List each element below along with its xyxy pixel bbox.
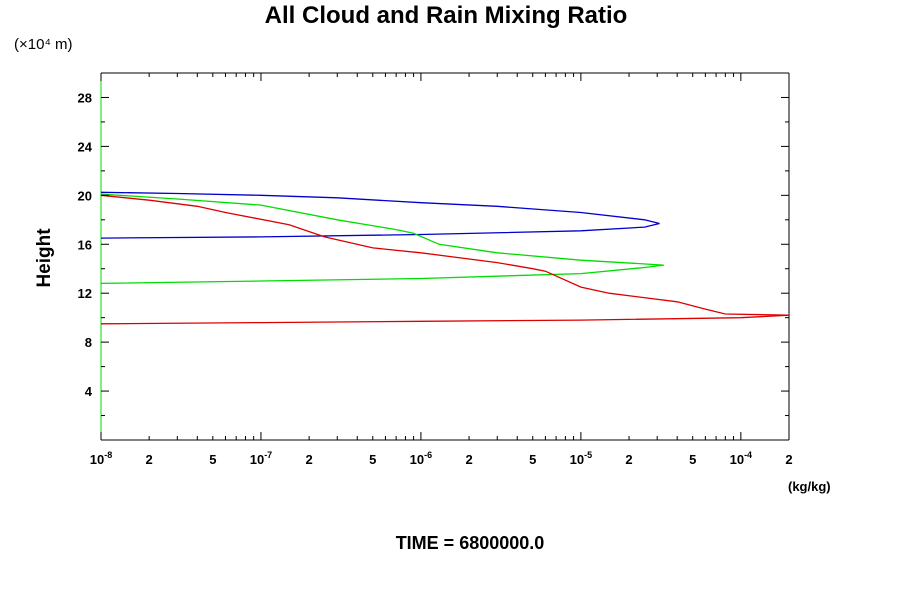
x-tick-label: 5 (369, 452, 376, 467)
x-axis-ticks: 10-8 2 5 10-7 2 5 10-6 2 5 10-5 2 5 10-4 2 (90, 73, 793, 467)
y-tick-label: 12 (78, 286, 92, 301)
y-tick-label: 24 (78, 139, 93, 154)
series-line-1 (100, 191, 660, 239)
footer-time: TIME = 6800000.0 (396, 533, 545, 553)
x-tick-label: 10-8 (90, 450, 112, 467)
x-tick-label: 5 (689, 452, 696, 467)
x-tick-label: 5 (209, 452, 216, 467)
y-tick-label: 20 (78, 188, 92, 203)
x-tick-label: 2 (305, 452, 312, 467)
x-tick-label: 10-7 (250, 450, 272, 467)
x-tick-label: 2 (465, 452, 472, 467)
x-tick-label: 2 (625, 452, 632, 467)
x-tick-label: 2 (146, 452, 153, 467)
plot-frame (100, 72, 790, 441)
x-tick-label: 2 (785, 452, 792, 467)
series-line-2 (100, 193, 664, 285)
series-line-3 (100, 194, 790, 325)
x-axis-unit: (kg/kg) (788, 479, 831, 494)
y-tick-label: 4 (85, 384, 93, 399)
chart-title: All Cloud and Rain Mixing Ratio (265, 2, 628, 29)
x-tick-label: 10-4 (730, 450, 752, 467)
x-tick-label: 5 (529, 452, 536, 467)
x-tick-label: 10-6 (410, 450, 432, 467)
y-axis-unit: (×10⁴ m) (14, 36, 73, 53)
series-layer (100, 191, 790, 325)
y-axis-ticks: 4 8 12 16 20 24 28 (78, 90, 789, 417)
y-tick-label: 8 (85, 335, 92, 350)
y-axis-label: Height (34, 228, 55, 288)
x-tick-label: 10-5 (570, 450, 592, 467)
y-tick-label: 16 (78, 237, 92, 252)
y-tick-label: 28 (78, 90, 92, 105)
